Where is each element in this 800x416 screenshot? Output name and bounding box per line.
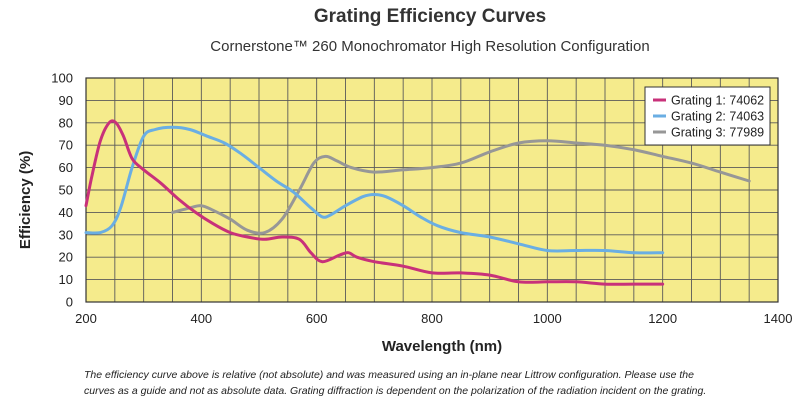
x-tick-label: 200 (75, 311, 97, 326)
x-tick-label: 1200 (648, 311, 677, 326)
efficiency-chart: 0 10 20 30 40 50 60 70 80 90 100 200 400 600 800 1000 12… (17, 71, 793, 356)
y-axis-label: Efficiency (%) (17, 151, 34, 249)
y-tick-label: 60 (59, 160, 73, 175)
legend-label-3: Grating 3: 77989 (671, 126, 764, 140)
legend-label-2: Grating 2: 74063 (671, 110, 764, 124)
y-tick-label: 70 (59, 138, 73, 153)
y-tick-label: 50 (59, 183, 73, 198)
y-tick-label: 100 (51, 71, 73, 86)
x-axis-label: Wavelength (nm) (382, 338, 502, 355)
series-line-grating-3 (171, 139, 751, 235)
y-tick-label: 40 (59, 205, 73, 220)
y-tick-label: 90 (59, 93, 73, 108)
x-tick-label: 1000 (533, 311, 562, 326)
x-tick-label: 1400 (764, 311, 793, 326)
series-line-grating-1 (84, 119, 665, 286)
chart-title: Grating Efficiency Curves (313, 6, 547, 27)
x-tick-label: 400 (190, 311, 212, 326)
footnote-line-2: curves as a guide and not as absolute da… (84, 385, 707, 397)
y-tick-label: 20 (59, 250, 73, 265)
y-tick-label: 0 (66, 295, 73, 310)
x-tick-label: 800 (421, 311, 443, 326)
y-tick-label: 30 (59, 227, 73, 242)
legend: Grating 1: 74062 Grating 2: 74063 Grating … (644, 86, 771, 146)
footnote-line-1: The efficiency curve above is relative (… (84, 369, 694, 381)
plot-frame (85, 77, 779, 303)
chart-subtitle: Cornerstone™ 260 Monochromator High Reso… (210, 38, 650, 55)
legend-label-1: Grating 1: 74062 (671, 94, 764, 108)
x-tick-label: 600 (306, 311, 328, 326)
series-line-grating-2 (84, 125, 665, 255)
footnote: The efficiency curve above is relative (… (84, 367, 784, 399)
y-tick-label: 80 (59, 115, 73, 130)
y-tick-label: 10 (59, 272, 73, 287)
